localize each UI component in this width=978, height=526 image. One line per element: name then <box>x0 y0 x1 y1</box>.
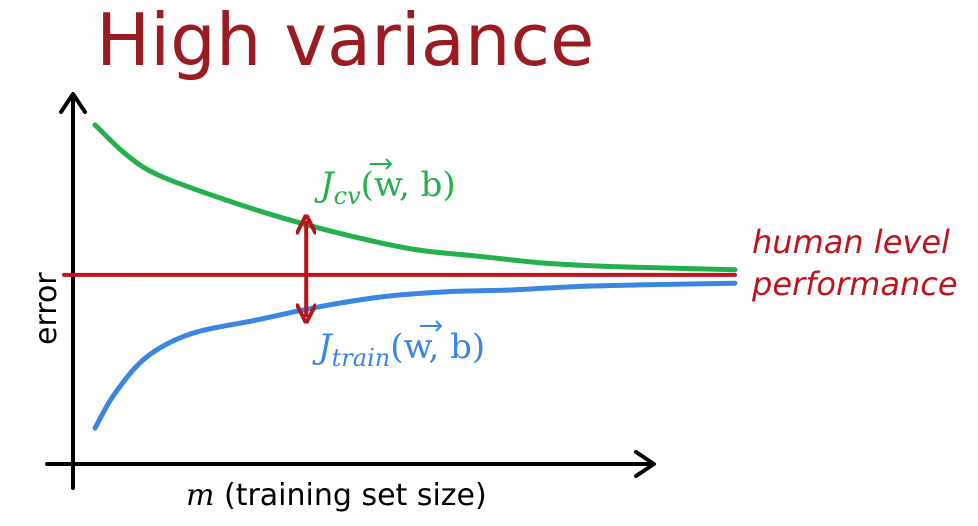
series-label-jtrain: Jtrain(w, b) <box>312 327 485 372</box>
label-jcv-main: J <box>314 165 336 205</box>
label-jcv-args: (w, b) <box>361 165 456 205</box>
series-label-jcv: Jcv(w, b) <box>314 165 456 210</box>
label-jcv-sub: cv <box>334 182 361 210</box>
y-axis-arrowhead <box>59 92 87 114</box>
label-jtrain-args: (w, b) <box>390 327 485 367</box>
annotation-performance: performance <box>751 265 958 303</box>
label-jtrain-sub: train <box>332 344 391 372</box>
series-line-jcv <box>92 122 738 273</box>
label-jtrain-main: J <box>312 327 334 367</box>
chart-title: High variance <box>96 0 595 82</box>
y-axis-label: error <box>29 272 64 345</box>
vector-arrow-icon <box>420 320 443 332</box>
series-line-jtrain <box>92 280 738 431</box>
annotation-human-level: human level <box>752 223 950 261</box>
x-axis-arrowhead <box>634 450 656 478</box>
x-axis-label-var: m <box>186 478 214 513</box>
x-axis-label-rest: (training set size) <box>214 478 486 513</box>
x-axis-label: m (training set size) <box>186 478 487 513</box>
vector-arrow-icon <box>370 158 393 170</box>
